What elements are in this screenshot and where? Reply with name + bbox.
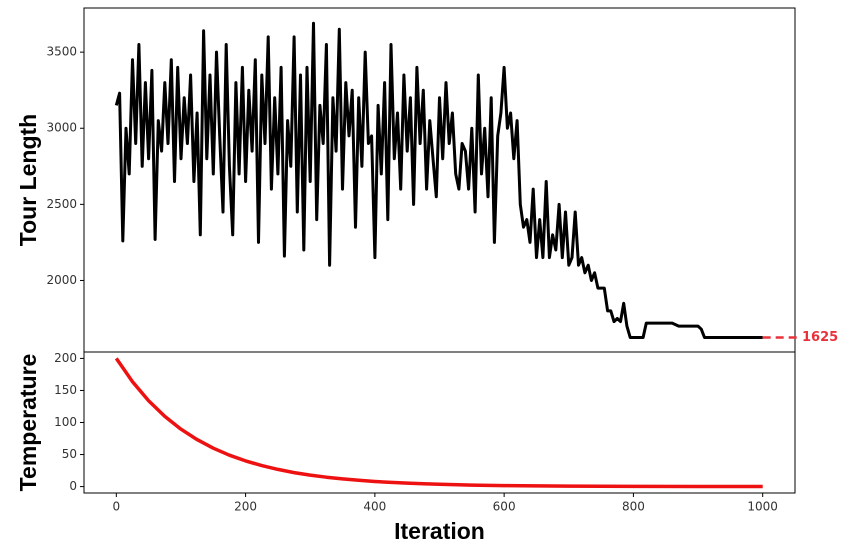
y-tick-label: 2500 <box>46 197 77 211</box>
y-tick-label: 200 <box>54 351 77 365</box>
y-tick-label: 50 <box>62 447 77 461</box>
x-tick-label: 800 <box>622 500 645 514</box>
x-tick-label: 0 <box>112 500 120 514</box>
x-tick-label: 1000 <box>747 500 778 514</box>
x-axis-label: Iteration <box>394 518 485 544</box>
data-line <box>114 21 763 339</box>
y-tick-label: 150 <box>54 383 77 397</box>
y-tick-label: 3000 <box>46 121 77 135</box>
x-tick-label: 600 <box>493 500 516 514</box>
y-axis-label: Tour Length <box>15 114 41 246</box>
y-tick-label: 3500 <box>46 45 77 59</box>
y-tick-label: 100 <box>54 415 77 429</box>
data-line <box>114 357 763 489</box>
y-tick-label: 0 <box>69 479 77 493</box>
annotation-label: 1625 <box>802 330 838 345</box>
y-axis-label: Temperature <box>15 354 41 492</box>
x-tick-label: 200 <box>234 500 257 514</box>
x-tick-label: 400 <box>363 500 386 514</box>
y-tick-label: 2000 <box>46 273 77 287</box>
axes-frame <box>83 7 796 353</box>
axes-frame <box>83 351 796 494</box>
